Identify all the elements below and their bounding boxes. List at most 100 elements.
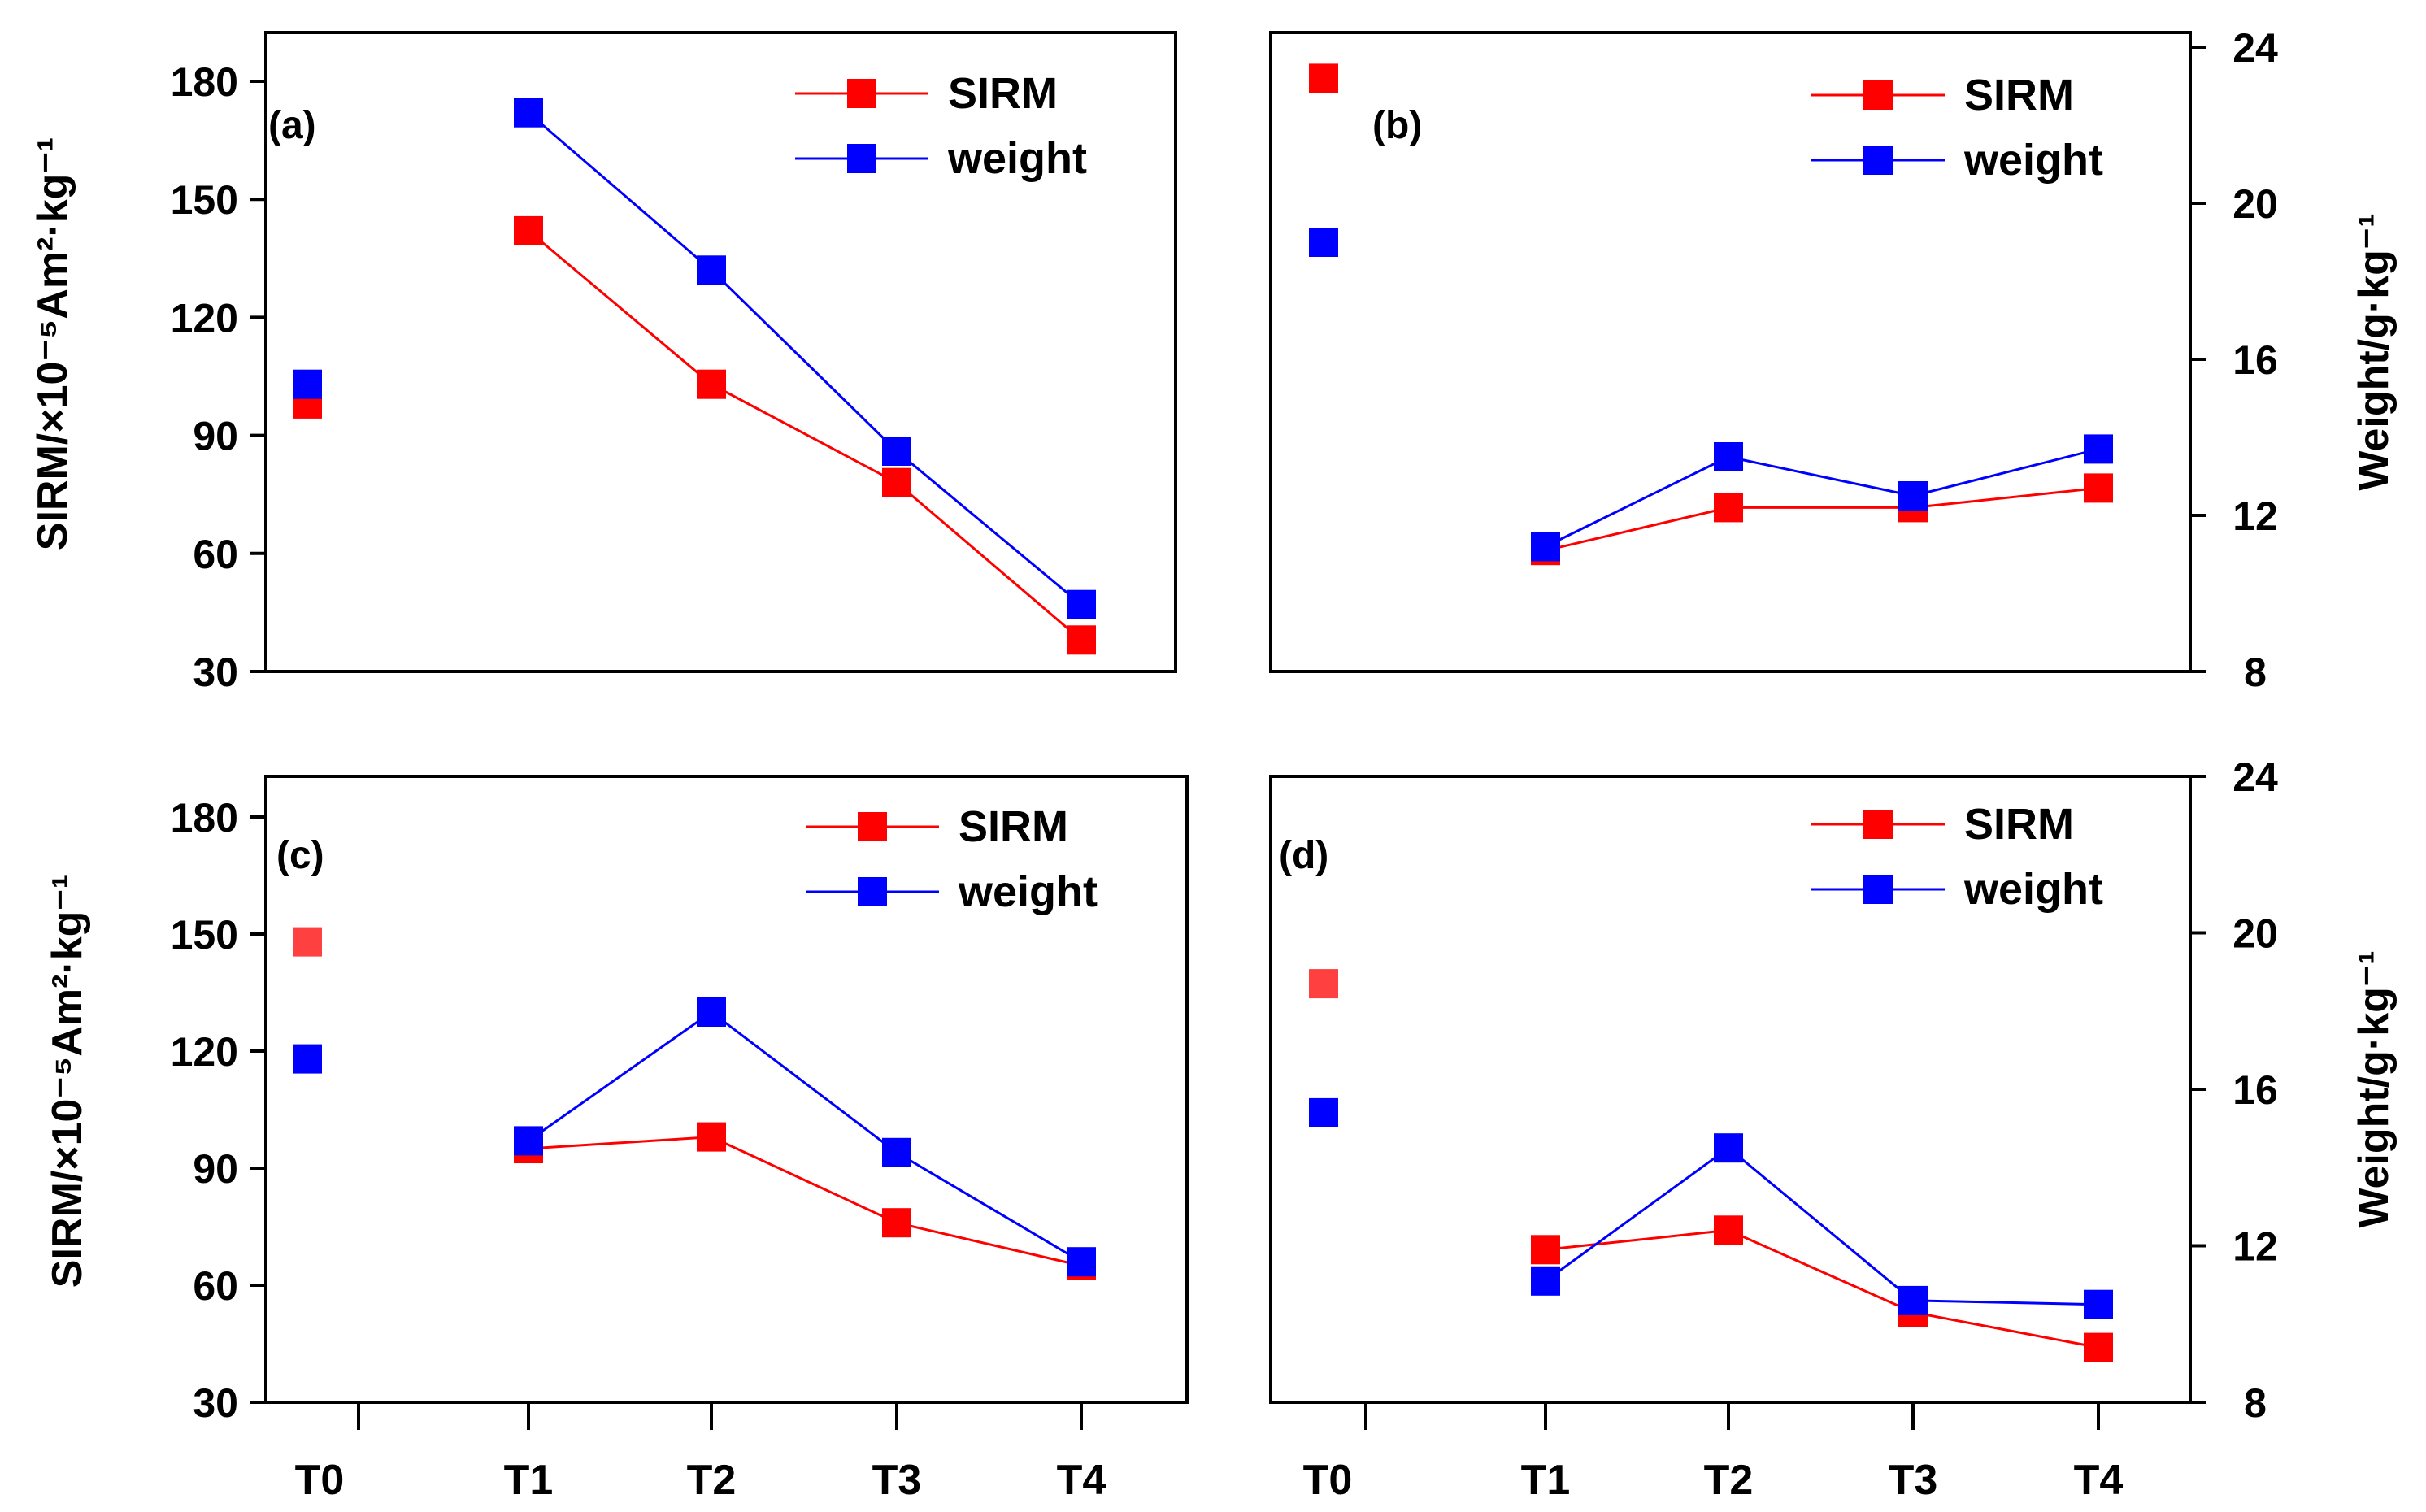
x-tick-label-t4: T4	[2074, 1457, 2124, 1504]
point-weight-t1	[514, 98, 543, 128]
legend-marker-sirm	[847, 79, 876, 108]
x-tick-label-t2: T2	[687, 1457, 737, 1504]
point-sirm-t4	[2084, 473, 2113, 503]
y-axis-label-weight: Weight/g·kg⁻¹	[2350, 213, 2398, 490]
chart-panel-c: (c) SIRM weight	[264, 775, 1189, 1404]
chart-panel-d: (d) SIRM weight	[1269, 775, 2192, 1404]
panel-label: (a)	[268, 104, 316, 147]
x-tick-label-t3: T3	[872, 1457, 922, 1504]
point-weight-t0	[1309, 228, 1338, 257]
point-sirm-t1	[514, 215, 543, 245]
point-sirm-t4	[2084, 1332, 2113, 1362]
panel-label: (c)	[276, 834, 324, 877]
series-line-weight	[528, 111, 1082, 606]
point-sirm-t0	[1309, 969, 1338, 999]
left-y-axis: 30 60 90 120 150 180 SIRM/×10⁻⁵Am²·kg⁻¹	[29, 59, 266, 695]
point-weight-t1	[1531, 532, 1560, 562]
point-weight-t3	[882, 437, 911, 466]
point-weight-t2	[697, 255, 726, 285]
legend-marker-sirm	[1863, 80, 1893, 110]
point-weight-t4	[1067, 1247, 1096, 1277]
y-tick-label: 16	[2233, 1067, 2278, 1113]
point-weight-t3	[882, 1137, 911, 1167]
point-weight-t0	[293, 1044, 322, 1074]
point-sirm-t2	[1714, 493, 1743, 523]
y-tick-label: 8	[2244, 1380, 2267, 1426]
legend-marker-weight	[1863, 875, 1893, 904]
y-tick-label: 180	[171, 59, 238, 105]
chart-panel-b: (b) SIRM weight	[1269, 31, 2192, 673]
right-y-axis: 8 12 16 20 24 Weight/g·kg⁻¹	[2190, 754, 2398, 1426]
point-sirm-t3	[882, 467, 911, 497]
point-sirm-t2	[697, 369, 726, 399]
point-sirm-t3	[882, 1208, 911, 1238]
legend-label-weight: weight	[947, 134, 1087, 183]
series-line-weight	[1545, 1146, 2099, 1306]
legend-label-sirm: SIRM	[1964, 800, 2074, 849]
series-line-weight	[1545, 447, 2099, 548]
point-weight-t4	[2084, 434, 2113, 464]
legend-label-sirm: SIRM	[948, 69, 1058, 118]
y-tick-label: 12	[2233, 1224, 2278, 1270]
left-y-axis: 30 60 90 120 150 180 SIRM/×10⁻⁵Am²·kg⁻¹	[44, 795, 266, 1426]
x-axis: T0 T1 T2 T3 T4	[295, 1402, 1106, 1504]
y-tick-label: 90	[193, 414, 238, 459]
plot-frame	[1269, 31, 2192, 673]
y-tick-label: 120	[171, 295, 238, 341]
chart-panel-a: (a) SIRM weight	[264, 31, 1177, 673]
legend-marker-weight	[858, 877, 887, 906]
y-tick-label: 120	[171, 1029, 238, 1075]
y-tick-label: 16	[2233, 337, 2278, 383]
right-y-axis: 8 12 16 20 24 Weight/g·kg⁻¹	[2190, 25, 2398, 695]
point-sirm-t2	[697, 1122, 726, 1152]
x-axis: T0 T1 T2 T3 T4	[1303, 1402, 2124, 1504]
y-tick-label: 60	[193, 1263, 238, 1309]
x-tick-label-t4: T4	[1057, 1457, 1106, 1504]
legend-marker-weight	[1863, 146, 1893, 175]
y-axis-label-sirm: SIRM/×10⁻⁵Am²·kg⁻¹	[44, 875, 91, 1288]
legend-marker-sirm	[858, 812, 887, 841]
series-line-sirm	[528, 229, 1082, 641]
plot-frame	[264, 775, 1189, 1404]
y-tick-label: 30	[193, 650, 238, 695]
y-tick-label: 20	[2233, 181, 2278, 227]
series-line-weight	[528, 1010, 1082, 1263]
point-weight-t3	[1898, 481, 1928, 511]
x-tick-label-t2: T2	[1704, 1457, 1754, 1504]
point-sirm-t1	[1531, 1235, 1560, 1265]
y-tick-label: 20	[2233, 911, 2278, 957]
series-line-sirm	[1545, 486, 2099, 552]
series-line-sirm	[528, 1136, 1082, 1267]
point-sirm-t4	[1067, 625, 1096, 655]
legend-marker-sirm	[1863, 810, 1893, 839]
y-tick-label: 180	[171, 795, 238, 841]
legend-label-sirm: SIRM	[1964, 71, 2074, 119]
point-weight-t3	[1898, 1285, 1928, 1315]
y-tick-label: 150	[171, 912, 238, 958]
y-axis-label-weight: Weight/g·kg⁻¹	[2350, 950, 2398, 1227]
legend-label-weight: weight	[1963, 865, 2103, 914]
y-tick-label: 90	[193, 1146, 238, 1192]
legend-label-weight: weight	[1963, 136, 2103, 185]
point-sirm-t2	[1714, 1215, 1743, 1245]
y-tick-label: 30	[193, 1380, 238, 1426]
y-tick-label: 8	[2244, 650, 2267, 695]
point-weight-t1	[514, 1126, 543, 1156]
x-tick-label-t1: T1	[1521, 1457, 1571, 1504]
x-tick-label-t1: T1	[504, 1457, 554, 1504]
point-weight-t0	[1309, 1097, 1338, 1127]
x-tick-label-t0: T0	[295, 1457, 345, 1504]
y-tick-label: 60	[193, 532, 238, 577]
plot-frame	[264, 31, 1177, 673]
point-weight-t2	[1714, 442, 1743, 471]
point-weight-t2	[697, 997, 726, 1027]
point-weight-t1	[1531, 1266, 1560, 1296]
point-weight-t4	[2084, 1289, 2113, 1319]
point-sirm-t0	[293, 927, 322, 957]
y-tick-label: 12	[2233, 493, 2278, 539]
series-line-sirm	[1545, 1228, 2099, 1349]
legend-marker-weight	[847, 144, 876, 173]
y-tick-label: 24	[2233, 25, 2278, 71]
point-sirm-t0	[1309, 63, 1338, 93]
